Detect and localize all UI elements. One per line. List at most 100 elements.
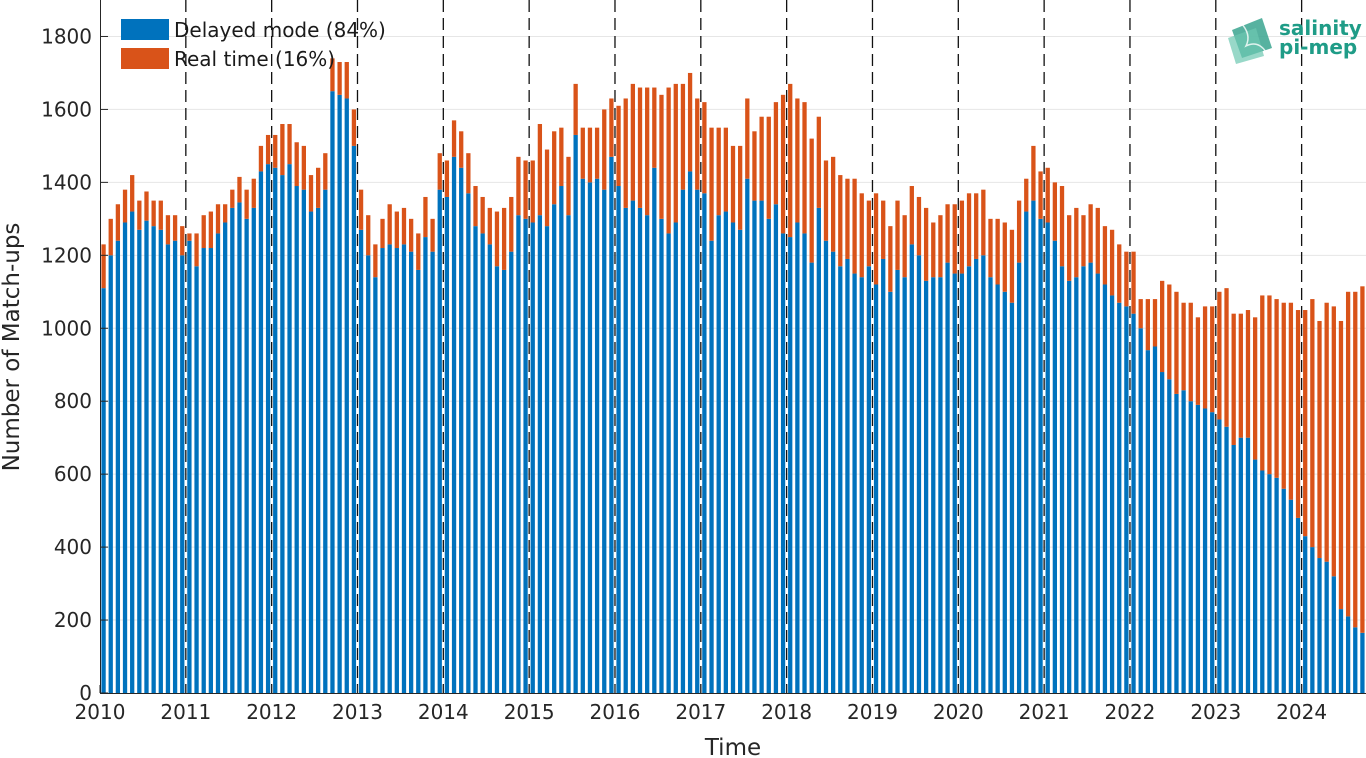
bar-delayed: [537, 215, 543, 693]
bar-delayed: [108, 255, 113, 693]
bar-delayed: [1067, 280, 1072, 693]
bar-delayed: [430, 251, 435, 693]
bar-delayed: [809, 262, 814, 693]
bar-realtime: [1160, 280, 1165, 373]
bar-realtime: [537, 124, 543, 216]
bar-realtime: [1102, 226, 1108, 285]
bar-realtime: [587, 127, 593, 183]
y-tick-label: 1200: [41, 243, 92, 267]
bar-delayed: [1202, 408, 1208, 693]
bar-realtime: [666, 87, 671, 234]
bar-delayed: [952, 273, 957, 693]
bar-realtime: [709, 127, 714, 241]
bar-delayed: [645, 215, 650, 693]
bar-realtime: [838, 175, 843, 267]
bar-realtime: [280, 124, 285, 176]
bars: [101, 58, 1365, 694]
bar-realtime: [759, 116, 764, 201]
bar-realtime: [273, 134, 278, 168]
bar-realtime: [602, 109, 607, 190]
bar-realtime: [1288, 302, 1294, 500]
bar-realtime: [580, 127, 585, 179]
bar-realtime: [966, 193, 972, 267]
bar-delayed: [1074, 277, 1079, 693]
bar-delayed: [1102, 284, 1108, 693]
bar-delayed: [373, 277, 378, 693]
bar-delayed: [301, 189, 306, 694]
bar-realtime: [845, 178, 850, 259]
bar-delayed: [695, 189, 700, 694]
bar-delayed: [473, 226, 478, 693]
x-tick-label: 2024: [1276, 700, 1327, 724]
bar-realtime: [115, 204, 121, 241]
bar-delayed: [416, 269, 421, 693]
x-tick-label: 2021: [1019, 700, 1070, 724]
bar-realtime: [852, 178, 857, 274]
x-tick-label: 2013: [332, 700, 383, 724]
bar-delayed: [823, 240, 829, 693]
bar-delayed: [451, 156, 457, 693]
bar-delayed: [1117, 302, 1122, 693]
legend-swatch-delayed: [121, 19, 169, 40]
bar-delayed: [1109, 295, 1115, 693]
bar-delayed: [1231, 444, 1236, 693]
bar-delayed: [530, 222, 535, 693]
bar-delayed: [888, 291, 893, 693]
bar-delayed: [602, 189, 607, 694]
bar-delayed: [1260, 470, 1265, 693]
bar-realtime: [1002, 222, 1007, 292]
bar-delayed: [501, 269, 507, 693]
bar-delayed: [766, 218, 771, 693]
bar-delayed: [194, 266, 199, 693]
bar-delayed: [1274, 477, 1279, 693]
bar-realtime: [916, 196, 922, 256]
bar-realtime: [308, 175, 314, 212]
bar-delayed: [923, 280, 929, 693]
bar-realtime: [730, 145, 736, 223]
bar-realtime: [1238, 313, 1243, 438]
bar-realtime: [144, 191, 149, 221]
bar-realtime: [416, 233, 421, 270]
y-tick-label: 1000: [41, 316, 92, 340]
y-tick-label: 600: [54, 462, 92, 486]
bar-delayed: [1138, 328, 1143, 693]
bar-delayed: [1288, 499, 1294, 693]
bar-realtime: [1260, 295, 1265, 471]
bar-realtime: [1360, 286, 1365, 633]
y-tick-label: 1400: [41, 170, 92, 194]
bar-realtime: [1117, 244, 1122, 303]
bar-realtime: [1016, 200, 1022, 263]
bar-realtime: [938, 215, 943, 278]
bar-realtime: [859, 193, 864, 278]
bar-realtime: [301, 145, 306, 190]
bar-realtime: [995, 218, 1000, 285]
bar-realtime: [487, 207, 492, 245]
bar-delayed: [344, 98, 349, 694]
bar-realtime: [866, 200, 872, 267]
bar-realtime: [673, 83, 678, 223]
bar-realtime: [702, 102, 707, 194]
bar-realtime: [766, 116, 771, 219]
bar-delayed: [280, 175, 285, 694]
bar-realtime: [287, 124, 292, 165]
bar-delayed: [1224, 426, 1229, 693]
bar-delayed: [1124, 306, 1129, 693]
bar-realtime: [122, 189, 128, 223]
bar-delayed: [945, 262, 950, 693]
bar-realtime: [773, 102, 779, 205]
bar-realtime: [1167, 284, 1172, 380]
bar-realtime: [172, 215, 178, 241]
bar-realtime: [738, 145, 743, 230]
bar-delayed: [230, 207, 235, 693]
bar-delayed: [988, 277, 993, 693]
bar-realtime: [1317, 320, 1322, 559]
bar-realtime: [258, 145, 264, 172]
bar-delayed: [687, 171, 693, 693]
bar-realtime: [351, 109, 357, 146]
bar-delayed: [137, 229, 142, 693]
bar-realtime: [165, 215, 171, 245]
bar-delayed: [752, 200, 757, 693]
bar-delayed: [630, 200, 636, 693]
bar-delayed: [1174, 393, 1179, 693]
bar-delayed: [1059, 266, 1065, 693]
